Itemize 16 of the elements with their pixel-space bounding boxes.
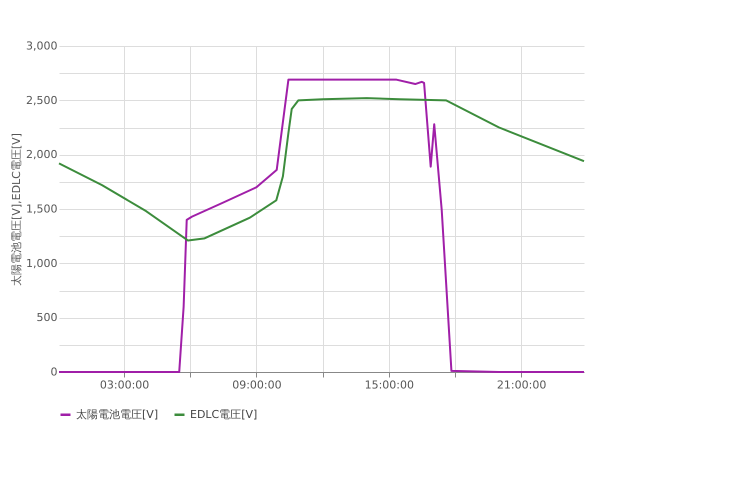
y-tick-label: 1,500 (26, 202, 58, 216)
y-tick-label: 2,500 (26, 94, 58, 107)
y-axis-title: 太陽電池電圧[V],EDLC電圧[V] (10, 133, 24, 286)
legend-label: EDLC電圧[V] (190, 408, 258, 421)
x-tick-label: 21:00:00 (496, 378, 546, 392)
line-series (58, 97, 585, 242)
x-tick-label: 03:00:00 (100, 378, 150, 392)
x-tick-label: 15:00:00 (364, 378, 414, 392)
y-tick-label: 1,000 (26, 256, 58, 270)
y-tick-label: 0 (50, 366, 58, 378)
y-tick-label: 3,000 (26, 40, 58, 52)
x-tick-label: 09:00:00 (232, 378, 282, 392)
legend-label: 太陽電池電圧[V] (76, 408, 158, 421)
y-tick-label: 2,000 (26, 148, 58, 162)
line-series (58, 78, 585, 373)
y-tick-label: 500 (36, 311, 58, 324)
